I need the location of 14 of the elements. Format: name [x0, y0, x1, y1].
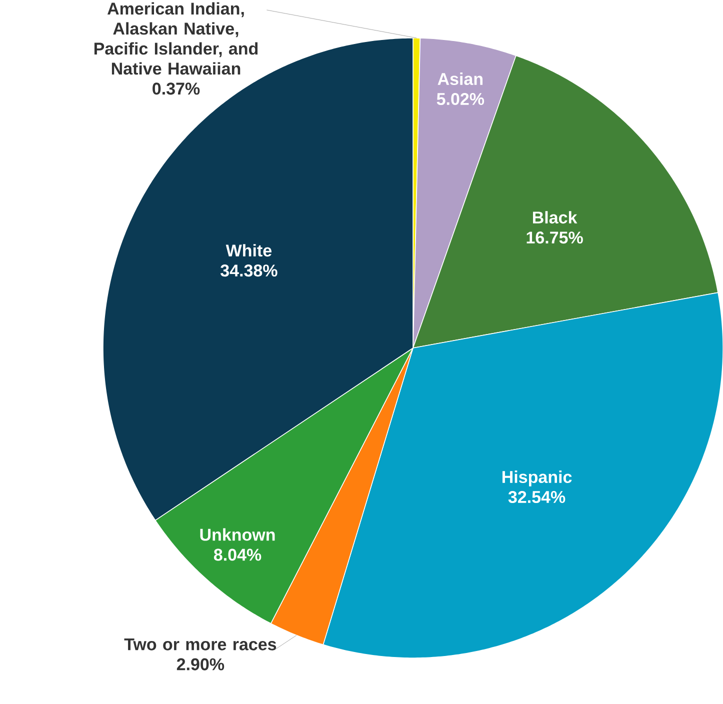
data-label: 8.04%: [214, 548, 262, 561]
data-label: 0.37%: [152, 82, 200, 95]
data-label: 32.54%: [508, 490, 566, 504]
slice-label: Asian: [438, 72, 483, 86]
data-label: 16.75%: [526, 232, 583, 244]
slice-label: American Indian, Alaskan Native, Pacific Islander, and Native Hawaiian: [94, 2, 258, 75]
slice-label: Two or more races: [124, 638, 276, 650]
slice-label: Hispanic: [502, 470, 572, 486]
slice-label: Black: [533, 211, 578, 224]
slice-label: White: [226, 244, 272, 257]
data-label: 34.38%: [220, 264, 278, 277]
data-label: 2.90%: [176, 658, 224, 670]
data-label: 5.02%: [436, 92, 484, 106]
slice-label: Unknown: [200, 528, 275, 541]
